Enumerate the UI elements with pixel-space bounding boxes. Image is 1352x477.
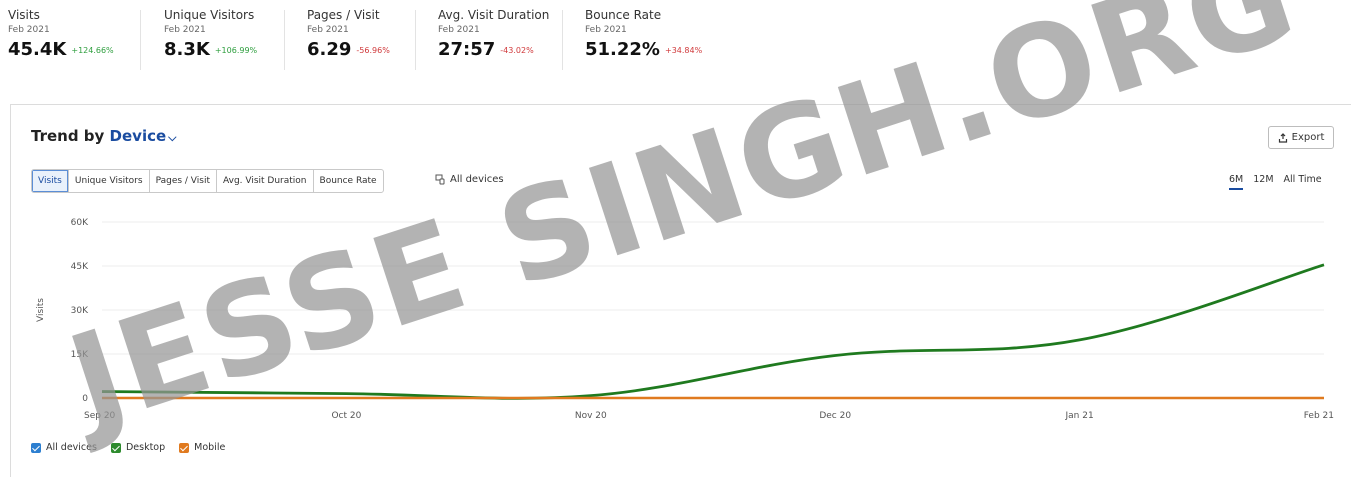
metric-visits[interactable]: Visits Feb 2021 45.4K +124.66%	[8, 8, 114, 72]
y-tick-label: 30K	[71, 306, 89, 316]
card-title: Trend by Device ⌵	[31, 127, 177, 145]
tab-pages-visit[interactable]: Pages / Visit	[148, 170, 216, 192]
x-tick-label: Sep 20	[84, 411, 116, 421]
metric-date: Feb 2021	[438, 25, 480, 35]
metric-title: Visits	[8, 8, 40, 22]
x-tick-label: Jan 21	[1065, 411, 1094, 421]
divider	[562, 10, 563, 70]
metric-title: Avg. Visit Duration	[438, 8, 550, 22]
metric-date: Feb 2021	[8, 25, 50, 35]
all-devices-label: All devices	[450, 174, 504, 185]
legend-label: All devices	[46, 442, 97, 453]
y-axis-label: Visits	[36, 298, 46, 322]
all-devices-filter[interactable]: All devices	[435, 174, 504, 185]
metric-avg-visit-duration[interactable]: Avg. Visit Duration Feb 2021 27:57 -43.02…	[438, 8, 549, 72]
y-tick-label: 0	[82, 394, 88, 404]
device-dropdown-label: Device	[109, 127, 167, 145]
range-selector: 6M 12M All Time	[1229, 174, 1322, 190]
metric-change: +34.84%	[664, 46, 703, 55]
trend-card: Trend by Device ⌵ Export Visits Unique Vi…	[10, 104, 1351, 477]
legend-desktop[interactable]: Desktop	[110, 442, 166, 453]
metric-change: +124.66%	[71, 46, 114, 55]
metric-date: Feb 2021	[585, 25, 627, 35]
device-dropdown[interactable]: Device ⌵	[110, 127, 177, 145]
metric-bounce-rate[interactable]: Bounce Rate Feb 2021 51.22% +34.84%	[585, 8, 702, 72]
divider	[140, 10, 141, 70]
checkbox-icon	[31, 442, 41, 453]
card-title-prefix: Trend by	[31, 127, 105, 145]
metric-date: Feb 2021	[307, 25, 349, 35]
legend-all-devices[interactable]: All devices	[31, 442, 97, 453]
export-button[interactable]: Export	[1268, 126, 1334, 149]
divider	[284, 10, 285, 70]
chart-legend: All devices Desktop Mobile	[31, 442, 225, 453]
x-tick-label: Nov 20	[575, 411, 607, 421]
metric-unique-visitors[interactable]: Unique Visitors Feb 2021 8.3K +106.99%	[164, 8, 257, 72]
metric-change: -43.02%	[500, 46, 534, 55]
y-tick-label: 45K	[71, 262, 89, 272]
metric-title: Bounce Rate	[585, 8, 662, 22]
chevron-down-icon: ⌵	[168, 131, 177, 144]
legend-label: Desktop	[125, 442, 166, 453]
range-12m[interactable]: 12M	[1253, 174, 1274, 185]
metric-tabs: Visits Unique Visitors Pages / Visit Avg…	[31, 169, 384, 193]
metric-value: 27:57	[438, 39, 496, 60]
metrics-bar: Visits Feb 2021 45.4K +124.66% Unique Vis…	[0, 0, 760, 80]
export-label: Export	[1291, 132, 1325, 143]
metric-pages-visit[interactable]: Pages / Visit Feb 2021 6.29 -56.96%	[307, 8, 390, 72]
legend-label: Mobile	[194, 442, 226, 453]
metric-value: 51.22%	[585, 39, 660, 60]
tab-bounce-rate[interactable]: Bounce Rate	[312, 170, 383, 192]
checkbox-icon	[179, 442, 190, 453]
divider	[415, 10, 416, 70]
x-tick-label: Oct 20	[331, 411, 361, 421]
export-icon	[1278, 132, 1287, 143]
metric-title: Unique Visitors	[164, 8, 255, 22]
x-tick-label: Dec 20	[819, 411, 851, 421]
series-line-desktop	[101, 263, 1325, 400]
tab-unique-visitors[interactable]: Unique Visitors	[67, 170, 149, 192]
y-tick-label: 60K	[71, 218, 89, 228]
metric-change: +106.99%	[214, 46, 258, 55]
metric-value: 8.3K	[164, 39, 210, 60]
range-6m[interactable]: 6M	[1229, 174, 1244, 190]
range-all-time[interactable]: All Time	[1283, 174, 1322, 185]
metric-date: Feb 2021	[164, 25, 206, 35]
metric-change: -56.96%	[356, 46, 390, 55]
tab-avg-visit-duration[interactable]: Avg. Visit Duration	[215, 170, 313, 192]
tab-visits[interactable]: Visits	[32, 170, 68, 192]
y-tick-label: 15K	[71, 350, 89, 360]
metric-value: 6.29	[307, 39, 352, 60]
metric-value: 45.4K	[8, 39, 67, 60]
x-tick-label: Feb 21	[1304, 411, 1334, 421]
legend-mobile[interactable]: Mobile	[179, 442, 225, 453]
checkbox-icon	[110, 442, 121, 453]
devices-icon	[435, 174, 445, 185]
metric-title: Pages / Visit	[307, 8, 380, 22]
